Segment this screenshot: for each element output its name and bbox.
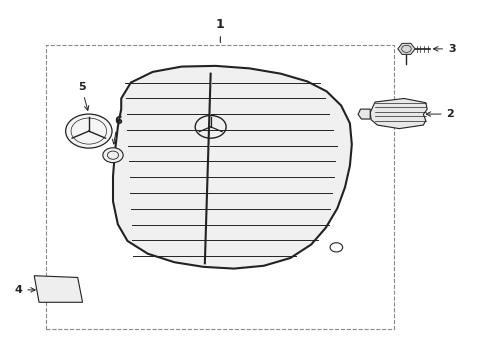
Circle shape: [65, 114, 112, 148]
Bar: [46, 45, 393, 329]
Text: 2: 2: [426, 109, 453, 119]
Polygon shape: [357, 109, 369, 119]
Polygon shape: [369, 99, 427, 129]
Polygon shape: [113, 66, 351, 269]
Text: 4: 4: [14, 285, 35, 295]
Circle shape: [102, 148, 123, 163]
Text: 6: 6: [112, 117, 122, 144]
Polygon shape: [397, 43, 414, 54]
Text: 1: 1: [216, 18, 224, 42]
Text: 3: 3: [433, 44, 455, 54]
Text: 5: 5: [78, 82, 89, 111]
Polygon shape: [34, 276, 82, 302]
